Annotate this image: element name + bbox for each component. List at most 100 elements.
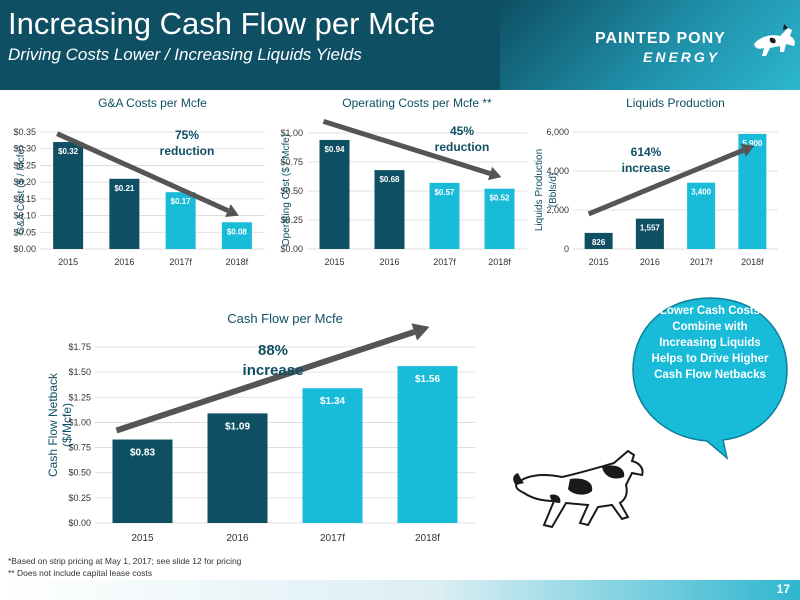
bar [109, 178, 140, 249]
bar-data-label: $0.21 [114, 184, 135, 193]
y-tick-label: $0.35 [13, 127, 36, 137]
trend-arrow-shaft [115, 329, 416, 434]
y-tick-label: 4,000 [546, 166, 569, 176]
x-tick-label: 2018f [741, 257, 764, 267]
x-tick-label: 2015 [589, 257, 609, 267]
y-axis-label-line2: ($/Mcfe) [60, 403, 74, 447]
y-tick-label: 0 [564, 244, 569, 254]
bar [429, 182, 460, 249]
x-tick-label: 2015 [58, 257, 78, 267]
bar-data-label: $0.08 [227, 227, 248, 236]
y-tick-label: $0.20 [13, 177, 36, 187]
trend-arrow-shaft [322, 119, 491, 176]
bar-data-label: $1.09 [225, 421, 250, 432]
x-tick-label: 2016 [226, 533, 249, 544]
bar [53, 142, 84, 249]
header-bar: Increasing Cash Flow per Mcfe Driving Co… [0, 0, 800, 90]
bar-data-label: 5,900 [742, 139, 763, 148]
callout-text: Lower Cash Costs Combine with Increasing… [651, 305, 769, 381]
y-tick-label: $0.05 [13, 227, 36, 237]
page-title: Increasing Cash Flow per Mcfe [8, 6, 436, 41]
chart-title: Cash Flow per Mcfe [227, 311, 343, 326]
logo-line1: PAINTED PONY [595, 30, 726, 47]
annotation-percent: 88% [258, 342, 288, 359]
x-tick-label: 2017f [320, 533, 345, 544]
bar [374, 170, 405, 249]
y-tick-label: $0.15 [13, 194, 36, 204]
bar [397, 366, 458, 523]
y-tick-label: $0.30 [13, 144, 36, 154]
x-tick-label: 2018f [415, 533, 440, 544]
x-tick-label: 2018f [226, 257, 249, 267]
horse-logo-icon [754, 24, 795, 56]
operating-cost-chart: Operating Costs per Mcfe ** $0.00 $0.25 $0.… [280, 96, 527, 267]
bar [738, 133, 767, 249]
callout-bubble [632, 297, 788, 460]
running-horse-icon [513, 449, 644, 529]
y-tick-label: $1.00 [280, 128, 303, 138]
y-tick-label: $0.75 [280, 157, 303, 167]
trend-arrow-head [411, 323, 430, 341]
y-axis-label: Liquids Production (Bbls/d) [534, 149, 559, 231]
bar [207, 413, 268, 523]
bar [302, 388, 363, 523]
chart-title: Liquids Production [626, 96, 725, 110]
trend-arrow-head [487, 166, 502, 181]
y-tick-label: $0.25 [280, 215, 303, 225]
y-tick-label: $1.50 [68, 367, 91, 377]
y-axis-label-line2: (Bbls/d) [548, 173, 559, 207]
bar [484, 188, 515, 249]
bar [687, 182, 716, 249]
bar [112, 439, 173, 523]
bar-data-label: $0.94 [324, 145, 345, 154]
x-tick-label: 2015 [131, 533, 154, 544]
y-tick-label: 6,000 [546, 127, 569, 137]
bar [635, 218, 664, 249]
bar-data-label: $0.52 [489, 194, 510, 203]
page-subtitle: Driving Costs Lower / Increasing Liquids… [8, 45, 362, 64]
footnote-pricing: *Based on strip pricing at May 1, 2017; … [8, 556, 242, 566]
y-tick-label: $1.25 [68, 392, 91, 402]
ga-cost-chart: G&A Costs per Mcfe $0.00 $0.05 $0.10 $0.15 $0… [13, 96, 265, 267]
bar-data-label: $0.57 [434, 188, 455, 197]
annotation-percent: 614% [631, 145, 662, 159]
bar-data-label: $1.34 [320, 396, 345, 407]
page-number: 17 [776, 582, 790, 596]
x-tick-label: 2017f [169, 257, 192, 267]
y-tick-label: $0.00 [280, 244, 303, 254]
company-logo: PAINTED PONY ENERGY [595, 24, 795, 70]
annotation-word: reduction [160, 144, 215, 158]
bar [221, 222, 252, 249]
y-tick-label: $0.25 [13, 160, 36, 170]
y-tick-label: $0.00 [13, 244, 36, 254]
y-axis-label: Cash Flow Netback ($/Mcfe) [46, 372, 74, 477]
x-tick-label: 2016 [114, 257, 134, 267]
y-axis-label-line1: Liquids Production [534, 149, 545, 231]
annotation-word: increase [243, 362, 304, 379]
bar-data-label: $0.68 [379, 175, 400, 184]
y-tick-label: $1.00 [68, 417, 91, 427]
y-axis-label-line1: Cash Flow Netback [46, 372, 60, 477]
bar [584, 232, 613, 249]
y-tick-label: $0.00 [68, 518, 91, 528]
footer-bar [0, 580, 800, 600]
bar-data-label: 3,400 [691, 188, 712, 197]
cash-flow-chart: Cash Flow per Mcfe $0.00 $0.25 $0.50 $0.75 $1… [46, 311, 475, 544]
footnote-lease: ** Does not include capital lease costs [8, 568, 153, 578]
annotation-word: reduction [435, 140, 490, 154]
y-axis-label: G&A Cost ($ / Mcfe) [16, 146, 27, 235]
liquids-production-chart: Liquids Production 0 2,000 4,000 6,000 Liquid… [534, 96, 778, 267]
y-tick-label: $1.75 [68, 342, 91, 352]
bar-data-label: $1.56 [415, 374, 440, 385]
x-tick-label: 2017f [690, 257, 713, 267]
y-axis-label-text: G&A Cost ($ / Mcfe) [16, 146, 27, 235]
annotation-percent: 75% [175, 128, 199, 142]
x-tick-label: 2017f [433, 257, 456, 267]
x-tick-label: 2016 [640, 257, 660, 267]
y-tick-label: $0.25 [68, 493, 91, 503]
chart-title: Operating Costs per Mcfe ** [342, 96, 492, 110]
bar [319, 139, 350, 249]
annotation-word: increase [622, 161, 671, 175]
x-tick-label: 2018f [488, 257, 511, 267]
header-accent-band [500, 0, 800, 90]
